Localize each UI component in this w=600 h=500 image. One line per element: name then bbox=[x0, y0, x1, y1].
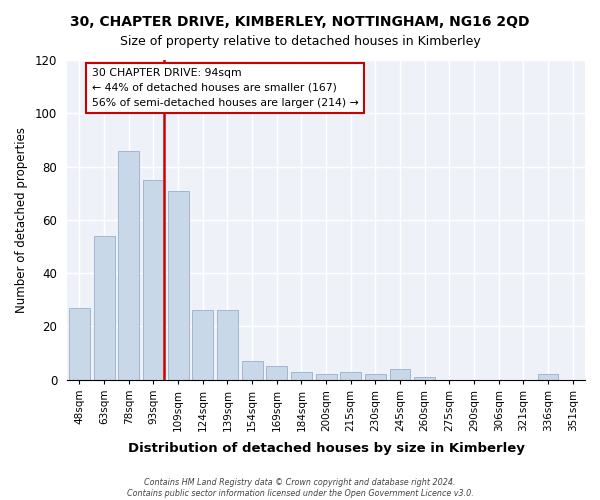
Text: 30 CHAPTER DRIVE: 94sqm
← 44% of detached houses are smaller (167)
56% of semi-d: 30 CHAPTER DRIVE: 94sqm ← 44% of detache… bbox=[92, 68, 358, 108]
Text: Contains HM Land Registry data © Crown copyright and database right 2024.
Contai: Contains HM Land Registry data © Crown c… bbox=[127, 478, 473, 498]
Bar bbox=[291, 372, 312, 380]
Bar bbox=[192, 310, 213, 380]
Bar bbox=[69, 308, 90, 380]
Bar bbox=[389, 369, 410, 380]
Text: Size of property relative to detached houses in Kimberley: Size of property relative to detached ho… bbox=[119, 35, 481, 48]
Bar bbox=[242, 361, 263, 380]
Bar bbox=[217, 310, 238, 380]
Bar bbox=[414, 377, 435, 380]
Bar bbox=[167, 190, 188, 380]
Bar bbox=[316, 374, 337, 380]
Bar bbox=[118, 150, 139, 380]
Text: 30, CHAPTER DRIVE, KIMBERLEY, NOTTINGHAM, NG16 2QD: 30, CHAPTER DRIVE, KIMBERLEY, NOTTINGHAM… bbox=[70, 15, 530, 29]
Bar bbox=[143, 180, 164, 380]
Bar bbox=[94, 236, 115, 380]
Bar bbox=[266, 366, 287, 380]
Bar bbox=[365, 374, 386, 380]
Bar bbox=[538, 374, 559, 380]
Y-axis label: Number of detached properties: Number of detached properties bbox=[15, 127, 28, 313]
X-axis label: Distribution of detached houses by size in Kimberley: Distribution of detached houses by size … bbox=[128, 442, 524, 455]
Bar bbox=[340, 372, 361, 380]
